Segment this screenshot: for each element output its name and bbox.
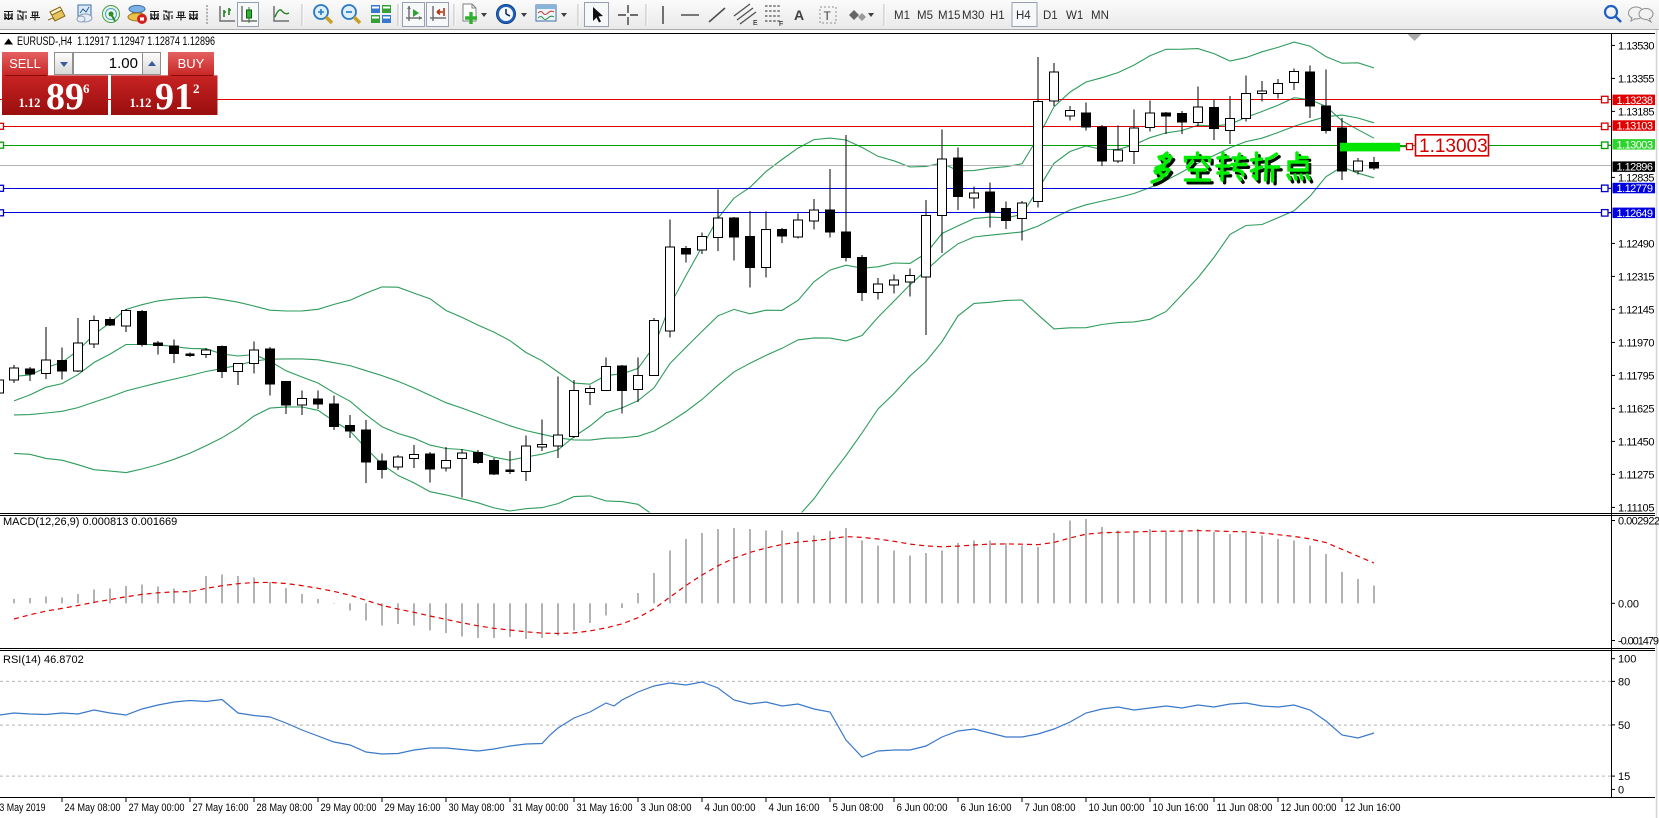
svg-text:1.12145: 1.12145 [1618,304,1655,316]
svg-text:24 May 08:00: 24 May 08:00 [65,802,121,814]
svg-text:1.12896: 1.12896 [1617,162,1654,174]
svg-text:4 Jun 16:00: 4 Jun 16:00 [769,802,820,814]
svg-text:0.00: 0.00 [1618,598,1639,610]
svg-text:31 May 00:00: 31 May 00:00 [513,802,569,814]
svg-text:1.11275: 1.11275 [1618,469,1655,481]
svg-text:12 Jun 16:00: 12 Jun 16:00 [1345,802,1401,814]
svg-text:28 May 08:00: 28 May 08:00 [257,802,313,814]
svg-text:15: 15 [1618,771,1630,783]
svg-text:1.13355: 1.13355 [1618,73,1655,85]
svg-text:1.11450: 1.11450 [1618,436,1655,448]
svg-text:1.11625: 1.11625 [1618,403,1655,415]
svg-text:80: 80 [1618,676,1630,688]
svg-text:A: A [794,7,804,23]
svg-text:1.12779: 1.12779 [1617,183,1654,195]
svg-text:1.13185: 1.13185 [1618,106,1655,118]
svg-text:31 May 16:00: 31 May 16:00 [577,802,633,814]
svg-text:1.13530: 1.13530 [1618,40,1655,52]
svg-text:23 May 2019: 23 May 2019 [0,802,46,814]
svg-text:H1: H1 [990,10,1005,22]
svg-text:H4: H4 [1016,10,1031,22]
svg-text:M1: M1 [894,10,910,22]
svg-text:7 Jun 08:00: 7 Jun 08:00 [1025,802,1076,814]
svg-text:3 Jun 08:00: 3 Jun 08:00 [641,802,692,814]
svg-text:-0.001479: -0.001479 [1618,636,1659,648]
svg-text:6 Jun 16:00: 6 Jun 16:00 [961,802,1012,814]
svg-text:M15: M15 [938,10,960,22]
svg-text:1.13103: 1.13103 [1617,121,1654,133]
svg-text:EURUSD-,H4 1.12917 1.12947 1.: EURUSD-,H4 1.12917 1.12947 1.12874 1.128… [17,36,215,48]
svg-text:MACD(12,26,9) 0.000813 0.00166: MACD(12,26,9) 0.000813 0.001669 [3,516,177,528]
svg-text:1.13003: 1.13003 [1419,136,1488,157]
svg-text:29 May 16:00: 29 May 16:00 [385,802,441,814]
svg-text:1.12490: 1.12490 [1618,238,1655,250]
svg-text:4 Jun 00:00: 4 Jun 00:00 [705,802,756,814]
svg-text:27 May 16:00: 27 May 16:00 [193,802,249,814]
svg-text:D1: D1 [1043,10,1058,22]
svg-text:1.11105: 1.11105 [1618,502,1655,514]
svg-text:0.002922: 0.002922 [1618,516,1659,528]
svg-text:12 Jun 00:00: 12 Jun 00:00 [1281,802,1337,814]
svg-text:1.11795: 1.11795 [1618,370,1655,382]
svg-text:27 May 00:00: 27 May 00:00 [129,802,185,814]
svg-text:1.12649: 1.12649 [1617,208,1654,220]
svg-text:0: 0 [1618,784,1624,796]
svg-text:100: 100 [1618,654,1636,666]
svg-text:10 Jun 00:00: 10 Jun 00:00 [1089,802,1145,814]
svg-text:RSI(14) 46.8702: RSI(14) 46.8702 [3,654,84,666]
svg-text:W1: W1 [1066,10,1083,22]
svg-text:6 Jun 00:00: 6 Jun 00:00 [897,802,948,814]
svg-text:E: E [753,20,758,27]
svg-text:50: 50 [1618,720,1630,732]
svg-text:M30: M30 [962,10,984,22]
svg-text:T: T [824,9,832,23]
svg-text:29 May 00:00: 29 May 00:00 [321,802,377,814]
svg-text:30 May 08:00: 30 May 08:00 [449,802,505,814]
svg-text:MN: MN [1091,10,1109,22]
svg-text:M5: M5 [917,10,933,22]
svg-text:1.11970: 1.11970 [1618,337,1655,349]
svg-text:1.13003: 1.13003 [1617,139,1654,151]
svg-text:11 Jun 08:00: 11 Jun 08:00 [1217,802,1273,814]
svg-text:10 Jun 16:00: 10 Jun 16:00 [1153,802,1209,814]
svg-text:F: F [779,21,783,28]
svg-text:1.12835: 1.12835 [1618,172,1655,184]
svg-text:5 Jun 08:00: 5 Jun 08:00 [833,802,884,814]
svg-text:1.13238: 1.13238 [1617,95,1654,107]
svg-text:1.12315: 1.12315 [1618,271,1655,283]
